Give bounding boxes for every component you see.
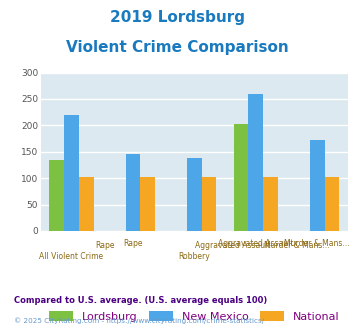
- Bar: [49, 160, 64, 231]
- Bar: [263, 177, 278, 231]
- Bar: [324, 177, 339, 231]
- Text: Aggravated Assault: Aggravated Assault: [218, 239, 294, 248]
- Text: Robbery: Robbery: [179, 252, 210, 261]
- Text: Aggravated Assault: Aggravated Assault: [195, 241, 271, 250]
- Legend: Lordsburg, New Mexico, National: Lordsburg, New Mexico, National: [44, 306, 344, 326]
- Text: Rape: Rape: [123, 239, 143, 248]
- Text: Murder & Mans...: Murder & Mans...: [284, 239, 350, 248]
- Text: All Violent Crime: All Violent Crime: [39, 252, 104, 261]
- Bar: [202, 177, 217, 231]
- Text: 2019 Lordsburg: 2019 Lordsburg: [110, 10, 245, 25]
- Text: © 2025 CityRating.com - https://www.cityrating.com/crime-statistics/: © 2025 CityRating.com - https://www.city…: [14, 317, 264, 324]
- Text: Compared to U.S. average. (U.S. average equals 100): Compared to U.S. average. (U.S. average …: [14, 296, 267, 305]
- Text: Rape: Rape: [95, 241, 115, 250]
- Bar: [79, 177, 94, 231]
- Bar: [310, 140, 324, 231]
- Text: Violent Crime Comparison: Violent Crime Comparison: [66, 40, 289, 54]
- Bar: [248, 94, 263, 231]
- Bar: [64, 115, 79, 231]
- Text: Murder & Mans...: Murder & Mans...: [264, 241, 329, 250]
- Bar: [187, 158, 202, 231]
- Bar: [126, 154, 140, 231]
- Bar: [140, 177, 155, 231]
- Bar: [234, 124, 248, 231]
